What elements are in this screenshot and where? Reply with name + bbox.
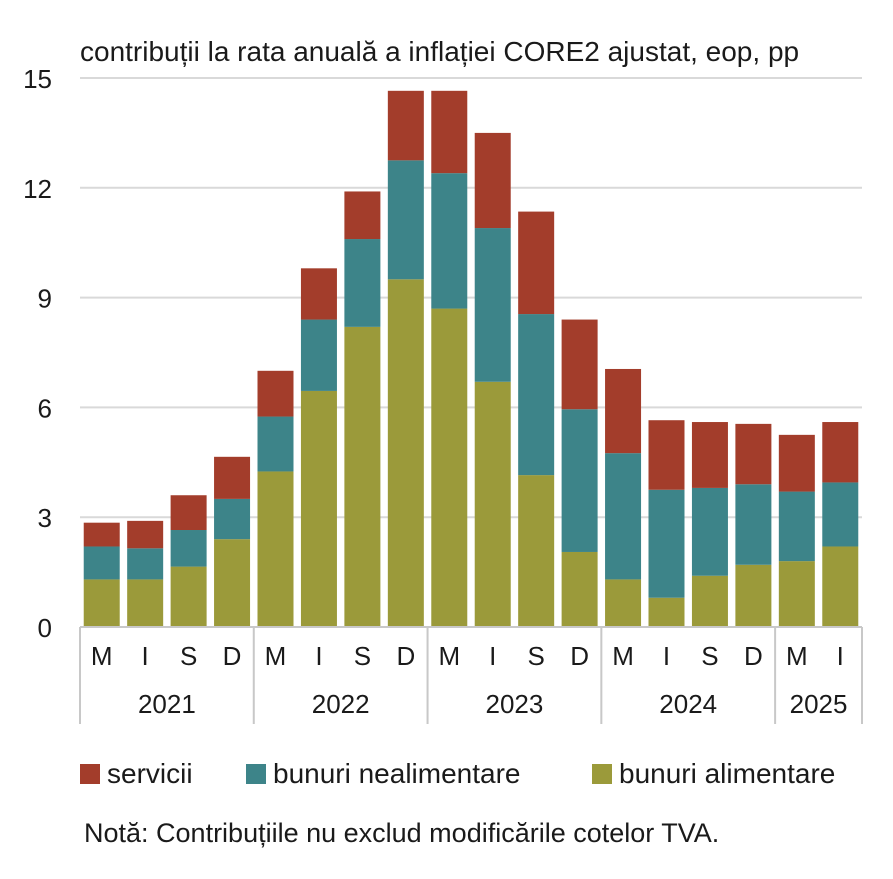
bar-segment xyxy=(214,456,251,499)
bar-segment xyxy=(778,491,815,562)
x-tick-label: S xyxy=(354,641,371,671)
bar-segment xyxy=(127,579,164,627)
bar-segment xyxy=(561,551,598,627)
legend-item-bunuri-nealimentare: bunuri nealimentare xyxy=(246,758,521,790)
x-tick-label: S xyxy=(180,641,197,671)
bar-segment xyxy=(648,489,685,598)
bar-segment xyxy=(344,191,381,240)
x-tick-label: M xyxy=(265,641,287,671)
bar-segment xyxy=(605,453,642,580)
bar-segment xyxy=(300,390,337,627)
x-tick-label: D xyxy=(744,641,763,671)
legend-swatch-bunuri-alimentare xyxy=(592,764,612,784)
bar-segment xyxy=(127,548,164,580)
bar-segment xyxy=(518,475,555,627)
year-group-label: 2021 xyxy=(138,689,196,719)
year-group-label: 2025 xyxy=(790,689,848,719)
bar-segment xyxy=(257,370,294,417)
x-tick-label: M xyxy=(612,641,634,671)
bar-segment xyxy=(214,539,251,627)
bar-segment xyxy=(83,522,120,547)
bar-segment xyxy=(518,211,555,315)
x-tick-label: M xyxy=(786,641,808,671)
bar-segment xyxy=(170,530,207,567)
bar-segment xyxy=(431,90,468,174)
bar-segment xyxy=(344,326,381,627)
legend: servicii bunuri nealimentare bunuri alim… xyxy=(80,758,880,798)
year-group-label: 2024 xyxy=(659,689,717,719)
bar-segment xyxy=(691,575,728,627)
bar-segment xyxy=(735,423,772,485)
x-tick-label: I xyxy=(315,641,322,671)
bar-segment xyxy=(735,484,772,565)
bar-segment xyxy=(300,268,337,320)
chart-title: contribuții la rata anuală a inflației C… xyxy=(80,36,800,67)
bar-segment xyxy=(83,579,120,627)
year-group-label: 2023 xyxy=(486,689,544,719)
bar-segment xyxy=(561,319,598,410)
y-tick-label: 9 xyxy=(38,284,52,314)
bar-segment xyxy=(300,319,337,391)
legend-label-bunuri-alimentare: bunuri alimentare xyxy=(619,758,836,789)
bar-segment xyxy=(778,561,815,627)
y-tick-label: 3 xyxy=(38,503,52,533)
bar-segment xyxy=(518,314,555,476)
x-tick-label: D xyxy=(223,641,242,671)
legend-label-bunuri-nealimentare: bunuri nealimentare xyxy=(273,758,521,789)
bar-segment xyxy=(127,520,164,549)
bar-segment xyxy=(431,173,468,309)
bar-segment xyxy=(561,409,598,552)
bar-segment xyxy=(605,579,642,627)
legend-label-servicii: servicii xyxy=(107,758,193,789)
bar-segment xyxy=(387,279,424,627)
legend-swatch-servicii xyxy=(80,764,100,784)
bar-segment xyxy=(822,546,859,627)
bar-segment xyxy=(257,471,294,627)
bar-segment xyxy=(170,566,207,627)
bar-segment xyxy=(83,546,120,580)
year-group-label: 2022 xyxy=(312,689,370,719)
bar-segment xyxy=(648,597,685,627)
x-tick-label: S xyxy=(527,641,544,671)
bar-segment xyxy=(822,422,859,483)
bar-segment xyxy=(822,482,859,547)
bar-segment xyxy=(691,422,728,488)
x-tick-label: I xyxy=(489,641,496,671)
x-tick-label: I xyxy=(837,641,844,671)
bar-segment xyxy=(474,132,511,229)
bar-segment xyxy=(214,498,251,540)
x-tick-label: M xyxy=(438,641,460,671)
bar-segment xyxy=(691,487,728,576)
x-tick-label: I xyxy=(663,641,670,671)
bar-segment xyxy=(344,239,381,327)
bar-segment xyxy=(474,381,511,627)
x-tick-label: I xyxy=(142,641,149,671)
y-tick-label: 0 xyxy=(38,613,52,643)
bar-segment xyxy=(431,308,468,627)
legend-item-bunuri-alimentare: bunuri alimentare xyxy=(592,758,835,790)
bar-segment xyxy=(735,564,772,627)
x-tick-label: M xyxy=(91,641,113,671)
chart-note: Notă: Contribuțiile nu exclud modificări… xyxy=(84,818,720,848)
x-tick-label: D xyxy=(396,641,415,671)
bar-segment xyxy=(387,90,424,161)
x-tick-label: S xyxy=(701,641,718,671)
y-tick-label: 6 xyxy=(38,393,52,423)
bar-segment xyxy=(257,416,294,472)
y-tick-label: 15 xyxy=(23,64,52,94)
bar-segment xyxy=(474,228,511,382)
bar-segment xyxy=(605,368,642,454)
x-tick-label: D xyxy=(570,641,589,671)
legend-swatch-bunuri-nealimentare xyxy=(246,764,266,784)
bar-segment xyxy=(170,495,207,531)
bar-segment xyxy=(778,434,815,492)
bar-segment xyxy=(387,160,424,280)
y-tick-label: 12 xyxy=(23,174,52,204)
bar-segment xyxy=(648,420,685,490)
legend-item-servicii: servicii xyxy=(80,758,193,790)
